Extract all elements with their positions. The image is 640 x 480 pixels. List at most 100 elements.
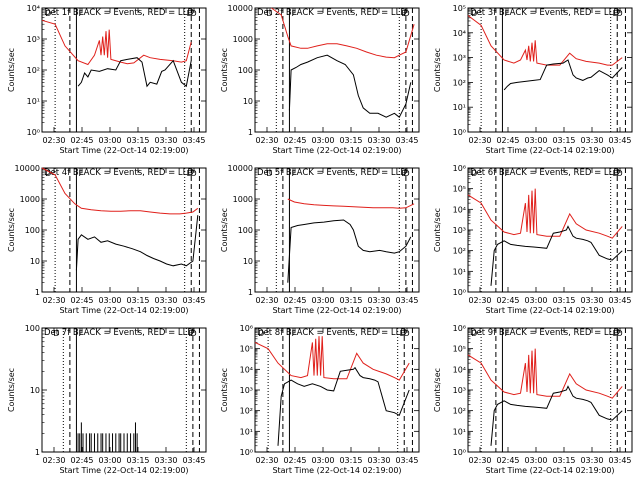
chart-panel-7: Det 7f BLACK = Events, RED = LLD 1 10 100 Co… (7, 324, 207, 475)
interval-letter: D (45, 169, 51, 178)
y-tick-label: 10¹ (453, 267, 466, 276)
interval-letter: E (613, 329, 618, 338)
chart-title: Det 5f BLACK = Events, RED = LLD (257, 168, 407, 178)
y-tick-label: 100 (25, 226, 40, 235)
y-tick-label: 10⁵ (453, 4, 466, 13)
chart-title: Det 7f BLACK = Events, RED = LLD (44, 328, 194, 338)
x-tick-label: 03:15 (552, 456, 575, 465)
y-tick-label: 10² (453, 247, 466, 256)
interval-letter: D (403, 329, 409, 338)
x-tick-label: 03:00 (311, 296, 334, 305)
x-tick-label: 03:15 (339, 456, 362, 465)
x-tick-label: 03:15 (126, 296, 149, 305)
x-tick-label: 03:45 (395, 456, 418, 465)
interval-letter: D (45, 9, 51, 18)
x-tick-label: 03:15 (126, 456, 149, 465)
y-tick-label: 10⁰ (240, 448, 253, 457)
x-tick-label: 03:30 (367, 456, 390, 465)
y-tick-label: 10⁴ (453, 365, 466, 374)
x-tick-label: 03:00 (311, 456, 334, 465)
x-tick-label: 02:45 (496, 456, 519, 465)
x-tick-label: 02:30 (255, 136, 278, 145)
x-tick-label: 02:30 (468, 296, 491, 305)
y-tick-label: 10² (27, 66, 40, 75)
interval-letter: D (190, 9, 196, 18)
y-axis-label: Counts/sec (220, 208, 229, 252)
y-tick-label: 1 (248, 128, 253, 137)
lld-series-line (467, 15, 623, 66)
x-tick-label: 03:00 (524, 456, 547, 465)
interval-letter: E (187, 9, 192, 18)
events-series-line (503, 59, 623, 91)
y-tick-label: 10² (453, 78, 466, 87)
y-tick-label: 1 (248, 288, 253, 297)
chart-panel-5: Det 5f BLACK = Events, RED = LLD 1 10 100 10… (220, 164, 420, 315)
x-axis-label: Start Time (22-Oct-14 02:19:00) (272, 466, 401, 475)
y-tick-label: 10³ (453, 226, 466, 235)
chart-panel-6: Det 6f BLACK = Events, RED = LLD 10⁰ 10¹ 10… (433, 164, 633, 315)
interval-letter: F (504, 169, 509, 178)
x-tick-label: 03:30 (580, 456, 603, 465)
interval-letter: D (616, 169, 622, 178)
interval-letter: D (190, 169, 196, 178)
events-series-line (490, 385, 623, 446)
interval-letter: F (504, 9, 509, 18)
y-tick-label: 10² (453, 407, 466, 416)
interval-letter: E (613, 9, 618, 18)
x-tick-label: 03:00 (311, 136, 334, 145)
x-tick-label: 02:45 (283, 136, 306, 145)
interval-letter: F (78, 9, 83, 18)
x-tick-label: 02:45 (70, 296, 93, 305)
plot-frame (467, 7, 633, 133)
plot-frame (41, 7, 207, 133)
interval-letter: D (266, 169, 272, 178)
y-axis-label: Counts/sec (220, 368, 229, 412)
y-tick-label: 10¹ (453, 103, 466, 112)
interval-letter: D (471, 169, 477, 178)
x-tick-label: 03:15 (126, 136, 149, 145)
lld-series-line (254, 336, 410, 381)
y-tick-label: 10³ (27, 35, 40, 44)
x-tick-label: 02:30 (255, 456, 278, 465)
chart-title: Det 8f BLACK = Events, RED = LLD (257, 328, 407, 338)
x-tick-label: 03:30 (154, 456, 177, 465)
interval-letter: D (53, 329, 59, 338)
chart-panel-2: Det 2f BLACK = Events, RED = LLD 1 10 100 10… (220, 4, 420, 155)
plot-frame (254, 327, 420, 453)
x-tick-label: 03:30 (580, 296, 603, 305)
y-tick-label: 10¹ (240, 427, 253, 436)
chart-panel-1: Det 1f BLACK = Events, RED = LLD 10⁰ 10¹ 10… (7, 4, 207, 155)
plot-frame (41, 167, 207, 293)
interval-letter: E (401, 9, 406, 18)
x-axis-label: Start Time (22-Oct-14 02:19:00) (59, 306, 188, 315)
x-tick-label: 03:00 (98, 456, 121, 465)
y-tick-label: 10⁴ (453, 29, 466, 38)
x-tick-label: 03:30 (154, 296, 177, 305)
plot-frame (254, 167, 420, 293)
y-tick-label: 100 (238, 66, 253, 75)
chart-panel-9: Det 9f BLACK = Events, RED = LLD 10⁰ 10¹ 10… (433, 324, 633, 475)
y-tick-label: 10 (30, 386, 40, 395)
y-tick-label: 1 (35, 448, 40, 457)
x-tick-label: 03:45 (182, 456, 205, 465)
interval-letter: E (188, 329, 193, 338)
interval-letter: F (291, 329, 296, 338)
x-tick-label: 03:30 (154, 136, 177, 145)
y-tick-label: 10³ (240, 386, 253, 395)
y-tick-label: 10¹ (27, 97, 40, 106)
chart-title: Det 3f BLACK = Events, RED = LLD (470, 8, 620, 18)
interval-letter: D (258, 329, 264, 338)
y-tick-label: 10⁰ (453, 448, 466, 457)
x-tick-label: 03:45 (395, 296, 418, 305)
y-tick-label: 10 (243, 97, 253, 106)
x-tick-label: 02:30 (468, 136, 491, 145)
x-tick-label: 02:30 (42, 296, 65, 305)
chart-title: Det 9f BLACK = Events, RED = LLD (470, 328, 620, 338)
events-series-line (490, 225, 623, 286)
x-tick-label: 03:45 (182, 136, 205, 145)
x-axis-label: Start Time (22-Oct-14 02:19:00) (272, 306, 401, 315)
y-tick-label: 1 (35, 288, 40, 297)
y-tick-label: 10000 (15, 164, 40, 173)
chart-panel-4: Det 4f BLACK = Events, RED = LLD 1 10 100 10… (7, 164, 207, 315)
y-tick-label: 10 (243, 257, 253, 266)
